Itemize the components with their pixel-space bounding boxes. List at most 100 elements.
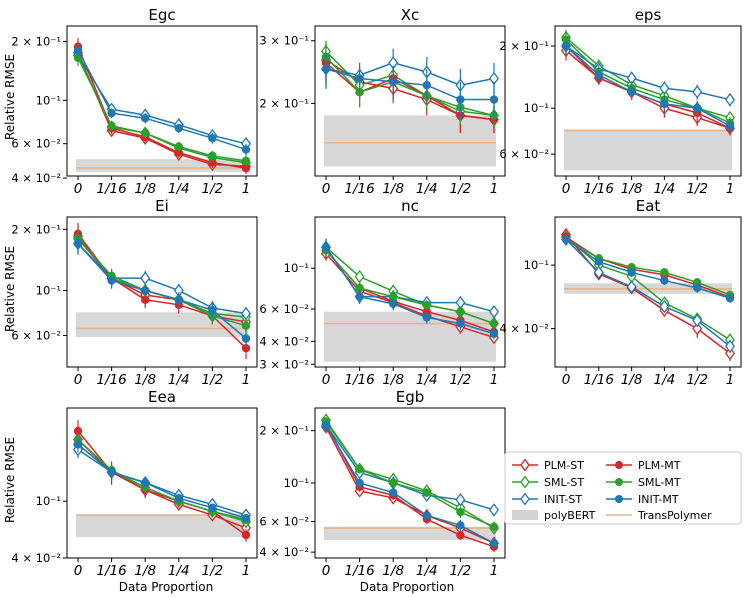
chart-panel-nc: nc 10⁻¹ 6 × 10⁻² 4 × 10⁻² 3 × 10⁻² 0 1/16 1/8 1/… — [259, 197, 506, 388]
legend-label: polyBERT — [544, 509, 596, 522]
series-sml-st — [72, 48, 252, 170]
data-point — [241, 530, 251, 540]
data-point — [693, 104, 702, 113]
data-point — [141, 128, 150, 138]
axes-frame — [314, 25, 506, 177]
y-tick-label: 3 × 10⁻¹ — [259, 34, 309, 48]
series-init-st — [320, 418, 500, 517]
data-point — [321, 243, 331, 252]
y-tick-label: 10⁻¹ — [284, 261, 309, 275]
data-point — [355, 465, 364, 474]
legend-marker — [615, 478, 623, 486]
x-tick-label: 1 — [490, 372, 499, 388]
legend-label: INIT-MT — [638, 493, 679, 506]
series-line — [77, 448, 247, 516]
data-point — [241, 321, 251, 331]
x-tick-label: 1/8 — [382, 372, 404, 388]
data-point — [174, 295, 183, 304]
legend-marker — [520, 492, 530, 506]
data-point — [724, 339, 736, 354]
series-line — [325, 424, 495, 544]
chart-title: nc — [401, 197, 419, 215]
x-tick-label: 1/8 — [134, 563, 156, 579]
data-point — [627, 268, 636, 277]
series-line — [565, 45, 731, 127]
series-init-mt — [321, 420, 499, 549]
legend-marker — [615, 495, 623, 503]
y-tick-label: 3 × 10⁻² — [259, 357, 309, 371]
data-point — [73, 239, 83, 248]
legend-entry-sml-st: SML-ST — [512, 475, 584, 489]
data-point — [241, 145, 251, 154]
data-point — [141, 286, 150, 295]
x-tick-label: 1/16 — [344, 563, 374, 579]
data-point — [456, 531, 465, 540]
x-tick-label: 1/8 — [134, 181, 156, 197]
series-line — [565, 45, 731, 101]
data-point — [422, 313, 431, 322]
data-point — [489, 522, 499, 531]
x-tick-label: 1/16 — [344, 372, 374, 388]
data-point — [593, 265, 604, 280]
series-sml-mt — [73, 50, 251, 167]
legend-label: SML-ST — [544, 476, 584, 489]
polybert-band — [76, 515, 248, 538]
legend-marker — [520, 475, 530, 489]
data-point — [141, 114, 150, 123]
series-line — [325, 50, 495, 117]
x-tick-label: 0 — [322, 563, 331, 579]
x-tick-label: 1 — [242, 372, 251, 388]
polybert-band — [324, 311, 496, 362]
series-line — [77, 439, 247, 521]
chart-title: Xc — [401, 6, 420, 24]
y-tick-label: 2 × 10⁻¹ — [11, 222, 61, 236]
series-line — [565, 238, 731, 299]
data-point — [724, 346, 736, 361]
legend-frame — [504, 451, 742, 525]
x-tick-label: 1/16 — [96, 181, 126, 197]
series-line — [77, 57, 247, 162]
legend: PLM-ST PLM-MT SML-ST SML-MT INIT-ST INIT-MT po… — [504, 451, 742, 525]
y-tick-label: 4 × 10⁻² — [259, 334, 309, 348]
legend-entry-init-mt: INIT-MT — [606, 493, 679, 506]
chart-title: Eat — [636, 197, 661, 215]
chart-title: Egb — [396, 388, 425, 406]
y-tick-label: 10⁻¹ — [36, 93, 61, 107]
data-point — [355, 283, 364, 293]
series-init-st — [560, 37, 736, 107]
series-line — [325, 56, 495, 117]
y-tick-label: 10⁻¹ — [36, 283, 61, 297]
x-tick-label: 1/16 — [96, 563, 126, 579]
x-tick-label: 1/4 — [168, 563, 190, 579]
data-point — [174, 148, 183, 157]
axes-frame — [314, 216, 506, 368]
series-line — [77, 243, 247, 315]
data-point — [725, 294, 735, 303]
data-point — [456, 319, 465, 328]
data-point — [354, 269, 365, 284]
x-axis-label-middle: Data Proportion — [360, 580, 454, 594]
chart-panel-egc: Egc 2 × 10⁻¹ 10⁻¹ 6 × 10⁻² 4 × 10⁻² 0 1/16 1/8 1… — [11, 6, 258, 197]
data-point — [561, 41, 571, 51]
x-axis-label-left: Data Proportion — [119, 580, 213, 594]
data-point — [241, 163, 251, 173]
y-tick-label: 2 × 10⁻¹ — [11, 34, 61, 48]
data-point — [208, 503, 217, 512]
chart-title: Egc — [148, 6, 175, 24]
legend-swatch — [512, 510, 538, 520]
legend-label: SML-MT — [638, 476, 681, 489]
data-point — [73, 440, 83, 449]
series-line — [565, 238, 731, 296]
data-point — [208, 305, 217, 315]
series-sml-mt — [321, 416, 499, 533]
x-tick-label: 0 — [562, 372, 571, 388]
series-line — [565, 236, 731, 341]
series-line — [325, 62, 495, 86]
data-point — [659, 299, 670, 314]
polybert-band — [324, 526, 496, 540]
legend-entry-transpolymer: TransPolymer — [606, 509, 712, 522]
polybert-band — [324, 115, 496, 167]
data-point — [660, 276, 669, 285]
data-point — [455, 493, 466, 507]
